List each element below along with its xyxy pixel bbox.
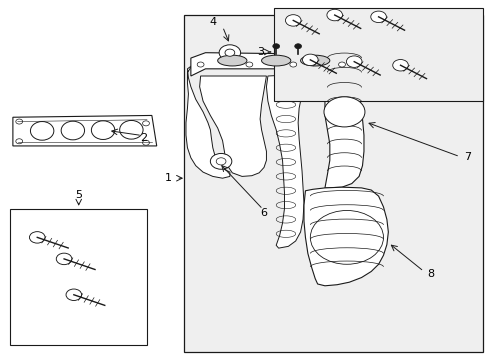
Circle shape — [245, 62, 252, 67]
Circle shape — [66, 289, 81, 301]
Circle shape — [210, 153, 231, 169]
Circle shape — [338, 62, 345, 67]
Ellipse shape — [61, 121, 84, 140]
Circle shape — [392, 59, 407, 71]
Polygon shape — [13, 116, 157, 146]
Circle shape — [142, 140, 149, 145]
Circle shape — [16, 119, 22, 124]
Polygon shape — [190, 53, 361, 76]
Circle shape — [29, 231, 45, 243]
Text: 6: 6 — [260, 208, 267, 218]
Circle shape — [324, 97, 364, 127]
Ellipse shape — [30, 122, 54, 140]
Polygon shape — [304, 187, 387, 286]
Text: 3: 3 — [257, 47, 264, 57]
Bar — [10, 209, 147, 345]
Circle shape — [294, 44, 301, 49]
Polygon shape — [266, 74, 304, 248]
Ellipse shape — [300, 55, 329, 66]
Polygon shape — [199, 76, 266, 176]
Text: 5: 5 — [75, 190, 82, 200]
Circle shape — [142, 121, 149, 126]
Circle shape — [197, 62, 203, 67]
Bar — [273, 8, 483, 101]
Ellipse shape — [261, 55, 290, 66]
Text: 8: 8 — [427, 269, 434, 279]
Circle shape — [346, 56, 361, 67]
Ellipse shape — [217, 55, 246, 66]
Circle shape — [219, 45, 240, 60]
Circle shape — [216, 158, 225, 165]
Polygon shape — [185, 65, 229, 178]
Circle shape — [224, 49, 234, 56]
Polygon shape — [322, 44, 365, 188]
Circle shape — [285, 15, 301, 26]
Text: 4: 4 — [209, 17, 216, 27]
Circle shape — [289, 62, 296, 67]
Circle shape — [370, 11, 386, 23]
Text: 2: 2 — [140, 133, 146, 143]
Ellipse shape — [120, 121, 143, 139]
Text: 7: 7 — [463, 152, 470, 162]
Text: 1: 1 — [164, 173, 171, 183]
Ellipse shape — [91, 121, 115, 139]
Circle shape — [326, 9, 342, 21]
Circle shape — [302, 54, 318, 66]
Circle shape — [16, 139, 22, 144]
Bar — [183, 15, 483, 352]
Circle shape — [272, 44, 279, 49]
Circle shape — [56, 253, 72, 265]
